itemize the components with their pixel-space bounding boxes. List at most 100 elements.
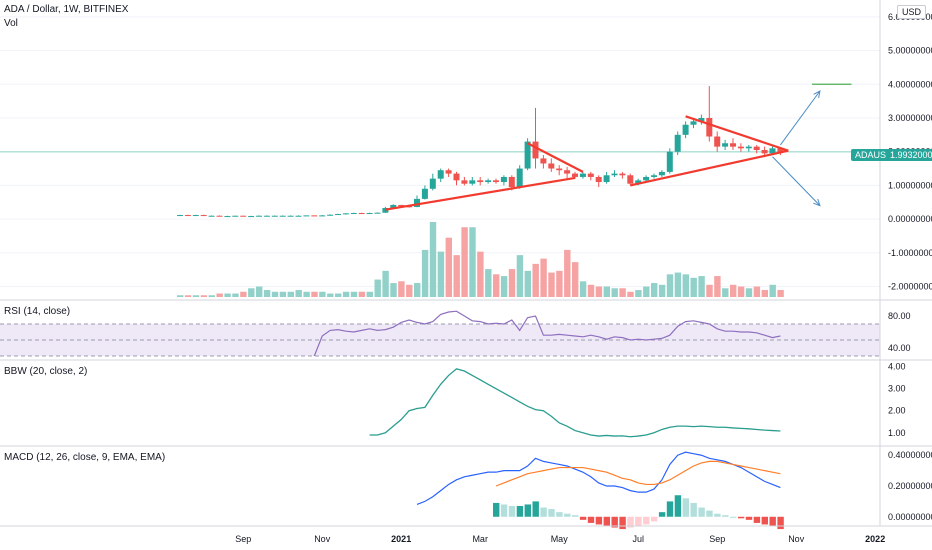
volume-bar [421,249,429,297]
volume-bar [406,284,413,297]
volume-bar [327,293,334,297]
arrow-head [813,90,821,98]
macd-histogram-bar [635,516,642,526]
macd-histogram-bar [493,502,500,517]
bbw-tick-label: 3.00 [888,384,906,394]
macd-histogram-bar [769,516,776,526]
time-tick-label: Nov [314,534,331,544]
time-tick-label: Jul [632,534,644,544]
candle-body [556,168,563,171]
macd-histogram-bar [579,516,587,520]
bbw-title[interactable]: BBW (20, close, 2) [4,366,88,377]
volume-bar [556,270,563,297]
volume-label[interactable]: Vol [4,18,18,29]
volume-bar [722,288,729,297]
candle-body [461,180,468,184]
symbol-price-badge: ADAUSD [851,149,897,161]
rsi-title[interactable]: RSI (14, close) [4,306,71,317]
candle-body [248,216,255,218]
candle-body [493,180,499,183]
volume-bar [761,290,768,297]
volume-bar [745,288,753,297]
candle-body [603,175,610,183]
candle-body [414,198,420,207]
candle-body [540,158,547,164]
volume-bar [532,263,539,297]
price-tick-label: 1.00000000 [888,180,932,190]
volume-bar [635,290,642,297]
candle-body [224,216,231,218]
candle-body [271,215,278,217]
volume-bar [651,283,658,297]
macd-title[interactable]: MACD (12, 26, close, 9, EMA, EMA) [4,452,166,463]
volume-bar [493,274,500,297]
macd-histogram-bar [548,509,555,517]
macd-histogram-bar [524,504,531,517]
candle-body [311,215,318,217]
candle-body [382,207,389,213]
volume-bar [358,291,366,297]
candle-body [753,146,760,150]
candle-body [437,170,444,179]
currency-badge[interactable]: USD [897,5,927,19]
volume-bar [603,286,610,297]
price-tick-label: -2.00000000 [888,282,932,292]
volume-bar [611,288,618,297]
volume-bar [335,293,342,297]
candle-body [240,215,247,217]
price-tick-label: 3.00000000 [888,113,932,123]
volume-bar [524,270,531,297]
price-tick-label: 5.00000000 [888,46,932,56]
macd-histogram-bar [627,516,634,528]
macd-histogram-bar [619,516,626,530]
projection-arrow [772,156,821,206]
candle-body [643,176,650,181]
candle-body [366,213,373,215]
candle-body [279,215,286,217]
macd-histogram-bar [745,516,753,520]
volume-bars [177,222,784,297]
candle-body [469,180,476,184]
candle-body [627,175,634,184]
signal-line [495,460,781,487]
bbw-tick-label: 2.00 [888,406,906,416]
volume-bar [753,286,761,297]
macd-histogram-bar [595,516,603,525]
volume-bar [682,274,689,297]
volume-bar [279,291,287,297]
volume-bar [564,249,571,297]
candle-body [516,168,523,188]
volume-bar [248,288,255,297]
macd-tick-label: 0.40000000 [888,450,932,460]
macd-histogram-bar [714,513,721,517]
volume-bar [350,291,358,297]
candle-body [200,215,207,217]
macd-histogram-bar [761,516,768,525]
candle-body [682,124,689,135]
candle-body [658,171,665,176]
volume-bar [579,281,587,297]
symbol-title[interactable]: ADA / Dollar, 1W, BITFINEX [4,4,129,15]
volume-bar [572,262,579,297]
volume-bar [374,279,381,297]
volume-bar [295,290,302,297]
volume-bar [177,295,184,297]
arrow-head [813,198,821,207]
volume-bar [587,284,595,297]
macd-tick-label: 0.20000000 [888,481,932,491]
candle-body [421,188,428,199]
time-tick-label: May [551,534,569,544]
volume-bar [674,272,682,297]
drawings [385,83,852,211]
volume-bar [303,291,310,297]
candle-body [666,151,673,172]
volume-bar [192,295,200,297]
candle-body [303,215,310,217]
volume-bar [319,291,326,297]
trendline [630,149,789,187]
candle-body [287,215,294,217]
volume-bar [595,286,603,297]
projection-arrow [779,90,821,146]
last-price-badge: 1.99320000 [886,149,932,161]
